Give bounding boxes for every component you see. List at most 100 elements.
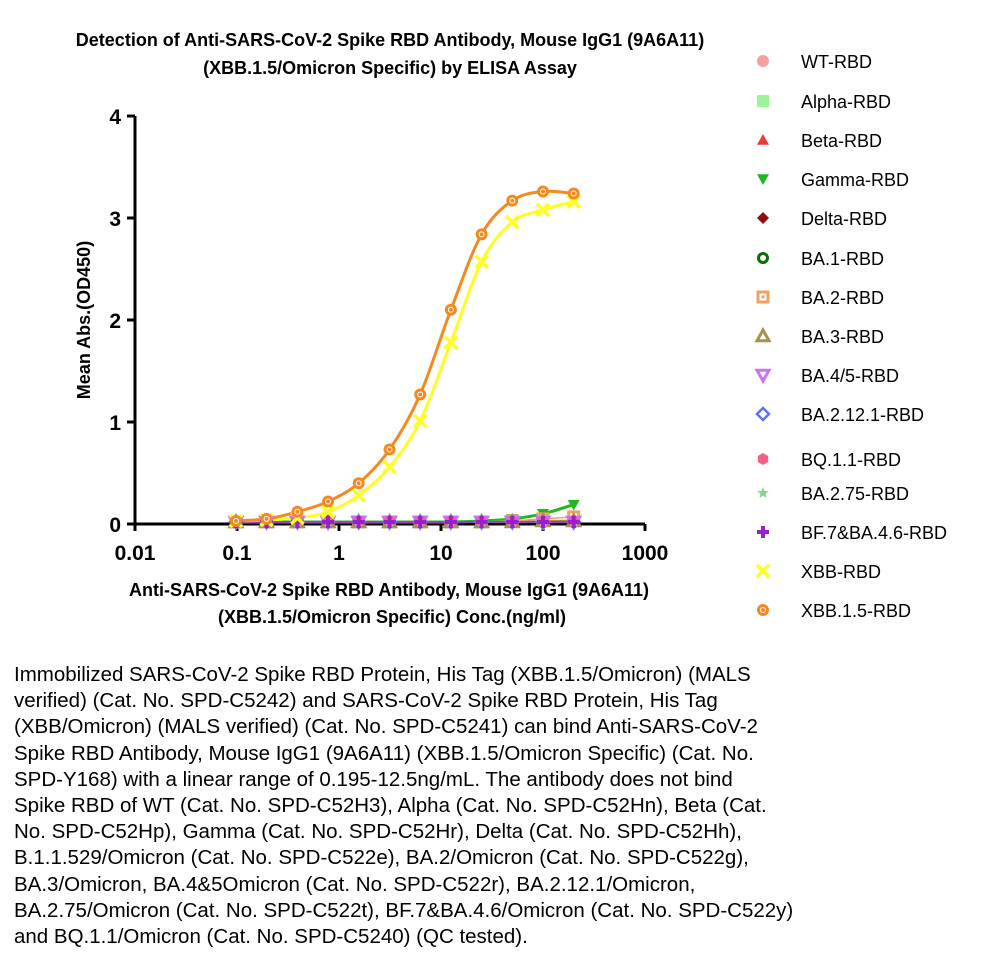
data-point-XBB-RBD-shape xyxy=(412,413,428,429)
legend-item: BQ.1.1-RBD xyxy=(757,450,901,470)
x-tick-label: 0.01 xyxy=(115,542,156,565)
legend: WT-RBD Alpha-RBD Beta-RBD Gamma-RBD Delta-RB… xyxy=(754,52,947,621)
x-axis-label-line-1: Anti-SARS-CoV-2 Spike RBD Antibody, Mous… xyxy=(129,580,649,600)
legend-marker-Gamma-RBD-shape xyxy=(757,174,769,185)
data-point-XBB.1.5-RBD-dot xyxy=(387,447,392,452)
legend-item: BA.1-RBD xyxy=(757,249,884,269)
legend-marker-BF.7&BA.4.6-RBD-shape xyxy=(757,526,769,538)
data-point-XBB-RBD-shape xyxy=(351,488,366,503)
legend-marker-XBB.1.5-RBD xyxy=(757,604,769,616)
y-tick-label: 0 xyxy=(109,514,121,537)
legend-label: Beta-RBD xyxy=(801,131,882,151)
x-tick-label: 10 xyxy=(429,542,452,565)
data-point-BF.7&BA.4.6-RBD xyxy=(475,515,488,528)
data-point-XBB-RBD xyxy=(474,254,489,270)
data-point-BF.7&BA.4.6-RBD xyxy=(444,515,457,528)
data-point-XBB-RBD-shape xyxy=(535,202,551,218)
data-point-BF.7&BA.4.6-RBD-shape xyxy=(383,515,396,528)
legend-item: BA.3-RBD xyxy=(754,326,884,347)
data-point-XBB-RBD xyxy=(320,504,336,519)
legend-item: XBB-RBD xyxy=(755,562,881,582)
data-point-XBB-RBD xyxy=(443,335,459,350)
x-tick-label: 1000 xyxy=(622,542,669,565)
data-point-XBB-RBD xyxy=(535,202,551,218)
data-point-BF.7&BA.4.6-RBD xyxy=(506,515,519,528)
data-point-XBB.1.5-RBD-dot xyxy=(571,191,576,196)
legend-item: BA.2.75-RBD xyxy=(757,484,909,504)
legend-marker-BA.3-RBD xyxy=(754,326,772,343)
data-point-BF.7&BA.4.6-RBD-shape xyxy=(506,515,519,528)
data-point-XBB-RBD-shape xyxy=(474,254,489,270)
data-point-Gamma-RBD xyxy=(567,499,580,511)
legend-label: Delta-RBD xyxy=(801,209,887,229)
data-point-BF.7&BA.4.6-RBD xyxy=(352,515,365,528)
legend-marker-BA.2.12.1-RBD xyxy=(755,406,771,422)
data-point-BF.7&BA.4.6-RBD-shape xyxy=(352,515,365,528)
data-point-BF.7&BA.4.6-RBD-shape xyxy=(414,515,427,528)
legend-marker-WT-RBD xyxy=(757,55,769,67)
legend-marker-XBB.1.5-RBD-dot xyxy=(761,608,765,612)
legend-item: BF.7&BA.4.6-RBD xyxy=(757,523,947,543)
data-point-BF.7&BA.4.6-RBD-shape xyxy=(322,515,335,528)
fit-curve-XBB.1.5-RBD xyxy=(235,189,574,523)
data-point-BF.7&BA.4.6-RBD xyxy=(537,515,549,528)
legend-marker-XBB-RBD xyxy=(755,563,771,579)
legend-marker-BA.2-RBD xyxy=(756,290,770,304)
data-point-XBB-RBD xyxy=(382,459,397,475)
data-point-XBB.1.5-RBD xyxy=(414,388,427,401)
data-point-XBB.1.5-RBD xyxy=(260,512,273,525)
data-point-XBB.1.5-RBD-dot xyxy=(479,232,484,237)
legend-marker-BA.2-RBD-dot xyxy=(761,295,765,299)
chart-title: Detection of Anti-SARS-CoV-2 Spike RBD A… xyxy=(76,30,704,78)
data-point-XBB-RBD-shape xyxy=(382,459,397,475)
legend-marker-BQ.1.1-RBD-shape xyxy=(757,453,769,465)
legend-item: Beta-RBD xyxy=(757,131,882,151)
fit-curves xyxy=(235,189,575,524)
legend-marker-Gamma-RBD xyxy=(757,174,769,185)
legend-label: BA.2.12.1-RBD xyxy=(801,405,924,425)
legend-marker-BA.2.75-RBD-shape xyxy=(757,487,769,498)
legend-item: Gamma-RBD xyxy=(757,170,909,190)
figure-caption: Immobilized SARS-CoV-2 Spike RBD Protein… xyxy=(14,663,794,949)
fit-curve-XBB-RBD xyxy=(235,200,575,523)
legend-marker-BF.7&BA.4.6-RBD xyxy=(757,526,769,538)
data-point-XBB-RBD-shape xyxy=(443,335,459,350)
data-point-XBB.1.5-RBD xyxy=(229,514,242,527)
legend-item: BA.2-RBD xyxy=(756,288,884,308)
legend-marker-BQ.1.1-RBD xyxy=(757,453,769,465)
chart-title-line-1: Detection of Anti-SARS-CoV-2 Spike RBD A… xyxy=(76,30,704,50)
data-point-XBB-RBD xyxy=(505,214,520,230)
legend-marker-BA.4/5-RBD xyxy=(754,368,772,385)
legend-label: BF.7&BA.4.6-RBD xyxy=(801,523,947,543)
data-point-XBB.1.5-RBD-dot xyxy=(448,307,453,312)
legend-marker-BA.1-RBD-shape xyxy=(757,252,769,264)
legend-marker-BA.3-RBD-shape xyxy=(754,326,772,343)
data-point-Gamma-RBD-shape xyxy=(567,499,580,511)
data-point-BF.7&BA.4.6-RBD-shape xyxy=(537,515,549,528)
legend-label: WT-RBD xyxy=(801,52,872,72)
data-point-XBB.1.5-RBD-dot xyxy=(541,189,545,194)
data-point-XBB.1.5-RBD-dot xyxy=(326,499,331,504)
data-point-XBB.1.5-RBD-dot xyxy=(295,509,300,514)
legend-label: Alpha-RBD xyxy=(801,92,891,112)
data-point-XBB.1.5-RBD xyxy=(322,495,335,508)
legend-marker-BA.2.12.1-RBD-shape xyxy=(755,406,771,422)
legend-label: BA.3-RBD xyxy=(801,327,884,347)
legend-item: XBB.1.5-RBD xyxy=(757,601,911,621)
chart-title-line-2: (XBB.1.5/Omicron Specific) by ELISA Assa… xyxy=(203,58,577,78)
data-point-BF.7&BA.4.6-RBD-shape xyxy=(444,515,457,528)
data-points xyxy=(227,185,583,532)
legend-item: BA.2.12.1-RBD xyxy=(755,405,924,425)
legend-marker-Beta-RBD xyxy=(757,134,769,145)
data-point-XBB.1.5-RBD-dot xyxy=(264,516,269,521)
y-tick-label: 1 xyxy=(109,412,121,435)
data-point-XBB.1.5-RBD-dot xyxy=(418,392,423,397)
legend-item: WT-RBD xyxy=(757,52,872,72)
y-tick-label: 4 xyxy=(109,106,121,129)
elisa-chart: Detection of Anti-SARS-CoV-2 Spike RBD A… xyxy=(74,30,947,627)
data-point-BF.7&BA.4.6-RBD-shape xyxy=(567,515,580,528)
data-point-BF.7&BA.4.6-RBD xyxy=(322,515,335,528)
legend-marker-BA.2.75-RBD xyxy=(757,487,769,498)
legend-label: BQ.1.1-RBD xyxy=(801,450,901,470)
legend-label: XBB-RBD xyxy=(801,562,881,582)
